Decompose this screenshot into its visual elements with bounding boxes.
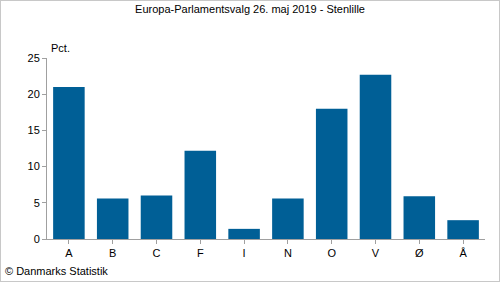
svg-text:10: 10 (28, 160, 40, 172)
svg-text:O: O (327, 247, 336, 259)
svg-text:Europa-Parlamentsvalg 26. maj: Europa-Parlamentsvalg 26. maj 2019 - Ste… (135, 3, 365, 15)
svg-text:15: 15 (28, 124, 40, 136)
svg-text:© Danmarks Statistik: © Danmarks Statistik (5, 265, 108, 277)
svg-text:0: 0 (34, 233, 40, 245)
svg-text:Å: Å (459, 247, 467, 259)
svg-text:V: V (372, 247, 380, 259)
svg-text:F: F (197, 247, 204, 259)
svg-text:Pct.: Pct. (51, 42, 70, 54)
svg-text:N: N (284, 247, 292, 259)
svg-text:I: I (243, 247, 246, 259)
svg-text:A: A (65, 247, 73, 259)
svg-text:25: 25 (28, 52, 40, 64)
svg-text:5: 5 (34, 197, 40, 209)
svg-text:B: B (109, 247, 116, 259)
svg-text:Ø: Ø (415, 247, 424, 259)
svg-text:C: C (153, 247, 161, 259)
svg-text:20: 20 (28, 88, 40, 100)
